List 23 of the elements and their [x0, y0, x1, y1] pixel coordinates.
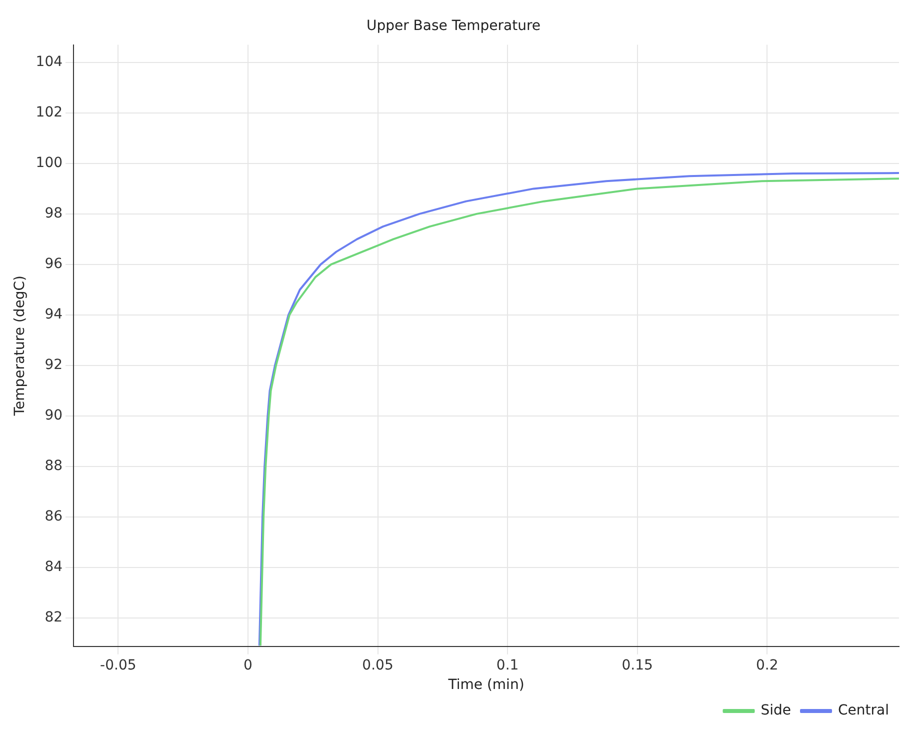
x-axis-title: Time (min): [447, 677, 524, 694]
y-tick-label: 94: [44, 306, 63, 323]
y-tick-label: 90: [44, 408, 63, 424]
y-tick-label: 88: [44, 458, 63, 474]
y-tick-label: 98: [44, 206, 63, 222]
x-tick-label: 0.05: [362, 657, 394, 674]
chart-title: Upper Base Temperature: [366, 18, 541, 34]
y-tick-label: 96: [44, 256, 63, 272]
y-tick-label: 102: [36, 104, 63, 121]
y-tick-label: 84: [44, 559, 63, 576]
y-tick-label: 100: [36, 155, 63, 172]
x-tick-label: 0.2: [756, 657, 778, 674]
y-axis-title: Temperature (degC): [12, 275, 28, 417]
y-tick-label: 92: [44, 357, 63, 374]
y-tick-label: 104: [36, 54, 63, 70]
x-tick-label: -0.05: [100, 657, 136, 674]
y-tick-label: 82: [44, 610, 63, 626]
legend-label: Side: [760, 702, 792, 719]
x-tick-label: 0: [244, 657, 252, 674]
legend-label: Central: [838, 702, 890, 719]
y-tick-label: 86: [44, 508, 63, 525]
x-tick-label: 0.15: [622, 657, 653, 674]
x-tick-label: 0.1: [496, 657, 519, 674]
